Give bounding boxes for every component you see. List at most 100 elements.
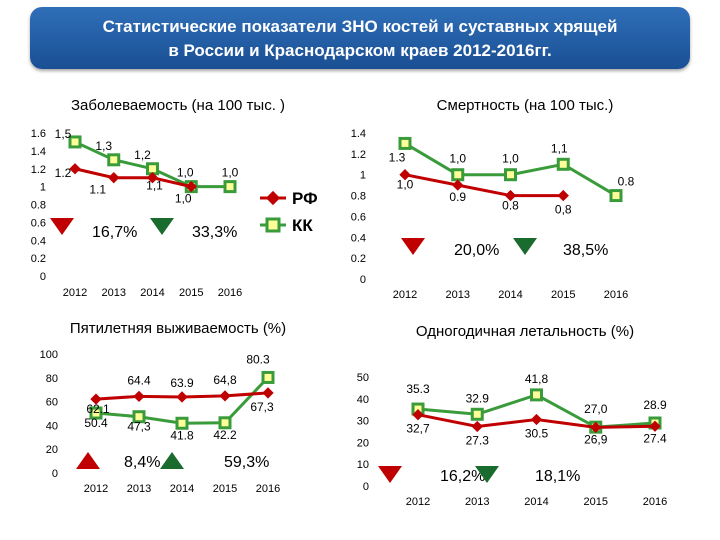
y-tick-label: 40	[357, 394, 369, 406]
y-tick-label: 1	[40, 182, 46, 194]
data-point-rf	[399, 169, 411, 181]
trend-percent-label: 16,7%	[92, 224, 137, 241]
data-label-kk: 42.2	[213, 428, 237, 442]
y-tick-label: 0.2	[31, 253, 46, 265]
title-banner: Статистические показатели ЗНО костей и с…	[30, 7, 690, 69]
data-label-kk: 47,3	[127, 420, 151, 434]
data-point-kk	[398, 136, 412, 150]
y-tick-label: 30	[357, 416, 369, 428]
chart-title-lethality: Одногодичная летальность (%)	[416, 323, 634, 340]
data-label-rf: 0.8	[502, 199, 519, 213]
data-label-kk: 0.8	[618, 175, 635, 189]
x-tick-label: 2016	[604, 289, 628, 301]
data-label-kk: 1,3	[95, 139, 112, 153]
trend-percent-label: 18,1%	[535, 468, 580, 485]
y-tick-label: 0.2	[351, 253, 366, 265]
data-label-rf: 62.1	[86, 402, 110, 416]
x-tick-label: 2016	[256, 483, 280, 495]
data-point-rf	[452, 179, 464, 191]
y-tick-label: 1.4	[351, 128, 366, 140]
data-point-kk	[261, 370, 275, 384]
data-point-rf	[133, 390, 145, 403]
chart-title-incidence: Заболеваемость (на 100 тыс. )	[71, 97, 285, 114]
data-point-rf	[590, 421, 602, 434]
x-tick-label: 2015	[551, 289, 575, 301]
legend-markers	[260, 190, 286, 233]
y-tick-label: 0	[52, 468, 58, 480]
data-label-rf: 27.4	[643, 431, 667, 445]
data-label-rf: 1.2	[55, 166, 72, 180]
series-line-rf	[74, 167, 192, 189]
data-point-kk	[175, 416, 189, 430]
y-tick-label: 50	[357, 372, 369, 384]
data-label-rf: 1,0	[175, 192, 192, 206]
data-label-kk: 27,0	[584, 402, 608, 416]
y-tick-label: 20	[357, 437, 369, 449]
data-point-kk	[68, 135, 82, 149]
data-label-kk: 35.3	[406, 382, 430, 396]
y-tick-label: 0	[360, 274, 366, 286]
trend-arrow-up	[76, 452, 100, 469]
x-tick-label: 2012	[84, 483, 108, 495]
trend-arrow-down	[401, 238, 425, 255]
x-tick-label: 2013	[446, 289, 470, 301]
trend-percent-label: 20,0%	[454, 242, 499, 259]
legend-rf-marker	[265, 190, 281, 206]
x-tick-label: 2013	[102, 287, 126, 299]
data-label-rf: 30.5	[525, 427, 549, 441]
title-line-1: Статистические показатели ЗНО костей и с…	[102, 17, 618, 36]
x-tick-label: 2015	[584, 496, 608, 508]
y-tick-label: 0.4	[351, 232, 366, 244]
data-point-rf	[185, 180, 197, 193]
y-tick-label: 0.8	[351, 191, 366, 203]
data-point-kk	[223, 180, 237, 194]
data-point-rf	[530, 413, 543, 426]
legend-rf-label: РФ	[292, 189, 318, 208]
legend-kk-label: КК	[292, 216, 313, 235]
y-tick-label: 100	[40, 349, 58, 361]
y-tick-label: 10	[357, 459, 369, 471]
data-point-rf	[412, 409, 424, 421]
data-label-rf: 63.9	[170, 376, 194, 390]
data-label-kk: 1,0	[502, 152, 519, 166]
data-label-kk: 41,8	[525, 372, 549, 386]
y-tick-label: 0.4	[31, 235, 46, 247]
data-point-kk	[556, 157, 570, 171]
data-label-rf: 67,3	[250, 400, 274, 414]
data-point-kk	[451, 168, 465, 182]
y-tick-label: 0	[40, 271, 46, 283]
data-label-rf: 0.9	[449, 190, 466, 204]
trend-percent-label: 8,4%	[124, 454, 160, 471]
trend-percent-label: 59,3%	[224, 454, 269, 471]
data-point-kk	[132, 410, 146, 424]
legend-kk-marker	[265, 217, 281, 233]
series-line-rf	[404, 173, 564, 198]
data-point-kk	[504, 168, 517, 182]
data-label-kk: 1,1	[551, 141, 568, 155]
data-point-kk	[530, 388, 543, 402]
trend-arrow-down	[50, 218, 74, 235]
data-label-kk: 28.9	[643, 398, 667, 412]
data-label-rf: 26,9	[584, 432, 608, 446]
data-label-rf: 0,8	[555, 203, 572, 217]
x-tick-label: 2012	[406, 496, 430, 508]
y-tick-label: 0.6	[31, 217, 46, 229]
data-label-rf: 1,1	[146, 179, 163, 193]
x-tick-label: 2015	[213, 483, 237, 495]
data-point-rf	[557, 189, 569, 202]
data-point-rf	[219, 390, 231, 402]
data-label-rf: 64,8	[213, 373, 237, 387]
y-tick-label: 1	[360, 170, 366, 182]
data-label-kk: 1.3	[389, 150, 406, 164]
data-label-kk: 1,5	[55, 127, 72, 141]
chart-title-mortality: Смертность (на 100 тыс.)	[437, 97, 614, 114]
data-label-rf: 1.1	[89, 183, 106, 197]
y-tick-label: 60	[46, 397, 58, 409]
trend-arrow-up	[160, 452, 184, 469]
trend-percent-label: 33,3%	[192, 224, 237, 241]
data-point-rf	[108, 172, 120, 184]
data-point-kk	[218, 416, 232, 430]
data-label-rf: 64.4	[127, 373, 151, 387]
data-point-kk	[89, 406, 103, 420]
